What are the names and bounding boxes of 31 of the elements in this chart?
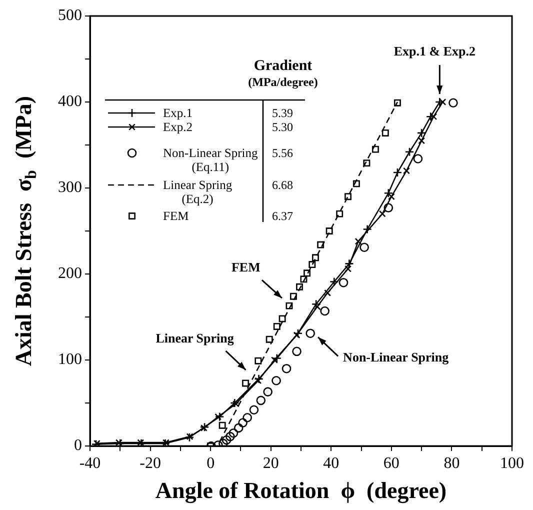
y-axis-title: Axial Bolt Stress σb (MPa) [10, 96, 40, 366]
annotation: Linear Spring [156, 330, 234, 346]
y-tick-label: 100 [58, 351, 82, 368]
y-tick-label: 300 [58, 179, 82, 196]
x-tick-label: -20 [140, 454, 161, 472]
y-tick-label: 500 [58, 7, 82, 24]
x-axis-title: Angle of Rotation ϕ (degree) [155, 478, 447, 504]
annotation: 6.37 [272, 209, 293, 223]
y-tick-label: 400 [58, 93, 82, 110]
y-tick-label: 200 [58, 265, 82, 282]
annotation: 5.56 [272, 146, 293, 160]
x-tick-label: 60 [383, 454, 400, 472]
annotation: FEM [231, 259, 260, 274]
annotation: 6.68 [272, 178, 293, 192]
legend-label: FEM [163, 209, 189, 223]
legend-label: Non-Linear Spring (Eq.11) [163, 146, 258, 174]
x-tick-label: 20 [262, 454, 279, 472]
x-tick-label: -40 [79, 454, 101, 472]
legend-label: Exp.1 [163, 106, 193, 120]
x-tick-label: 100 [500, 454, 524, 472]
annotation: Non-Linear Spring [343, 350, 450, 365]
annotation: 5.30 [272, 120, 293, 134]
legend-title: Gradient (MPa/degree) [247, 58, 319, 90]
y-tick-label: 0 [74, 437, 82, 454]
x-tick-label: 80 [444, 454, 460, 472]
x-tick-label: 40 [323, 454, 340, 472]
legend-label: Exp.2 [163, 120, 193, 134]
annotation: 5.39 [272, 106, 293, 120]
x-tick-label: 0 [206, 454, 215, 472]
annotation: Exp.1 & Exp.2 [394, 43, 476, 58]
legend-label: Linear Spring (Eq.2) [163, 178, 232, 206]
